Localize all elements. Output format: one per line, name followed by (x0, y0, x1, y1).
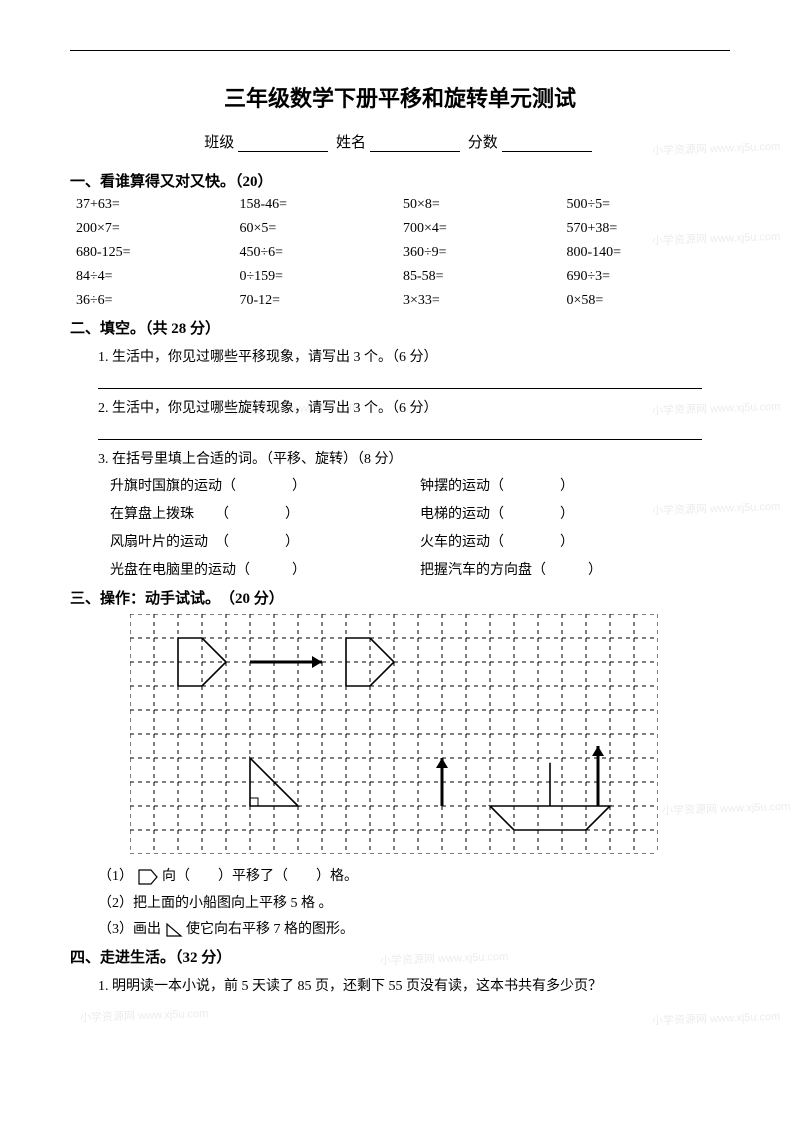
s2-q1-blank[interactable] (98, 374, 702, 389)
section4-heading: 四、走进生活。（32 分） (70, 946, 730, 967)
calc-cell: 84÷4= (76, 269, 240, 285)
calc-cell: 690÷3= (567, 269, 731, 285)
s3-sub1: （1） 向（ ）平移了（ ）格。 (98, 865, 730, 886)
watermark: 小学资源网 www.xj5u.com (80, 1005, 209, 1025)
section2-heading: 二、填空。（共 28 分） (70, 317, 730, 338)
pair-cell: 钟摆的运动（ ） (420, 475, 730, 495)
watermark: 小学资源网 www.xj5u.com (651, 1008, 780, 1028)
score-blank[interactable] (502, 136, 592, 152)
calc-cell: 37+63= (76, 197, 240, 213)
s3-sub3: （3）画出 使它向右平移 7 格的图形。 (98, 918, 730, 938)
calc-grid: 37+63=158-46=50×8=500÷5= 200×7=60×5=700×4… (76, 197, 730, 309)
calc-cell: 158-46= (240, 197, 404, 213)
section1-heading: 一、看谁算得又对又快。（20） (70, 170, 730, 191)
name-label: 姓名 (336, 135, 366, 151)
pair-cell: 光盘在电脑里的运动（ ） (110, 559, 420, 579)
calc-cell: 360÷9= (403, 245, 567, 261)
pair-cell: 风扇叶片的运动 （ ） (110, 531, 420, 551)
s2-q1: 1. 生活中，你见过哪些平移现象，请写出 3 个。（6 分） (98, 346, 730, 370)
class-blank[interactable] (238, 136, 328, 152)
triangle-inline-icon (165, 922, 183, 938)
page-title: 三年级数学下册平移和旋转单元测试 (70, 81, 730, 113)
calc-cell: 36÷6= (76, 293, 240, 309)
s2-q2: 2. 生活中，你见过哪些旋转现象，请写出 3 个。（6 分） (98, 397, 730, 421)
calc-cell: 60×5= (240, 221, 404, 237)
pair-cell: 在算盘上拨珠 （ ） (110, 503, 420, 523)
s3-sub3-b: 使它向右平移 7 格的图形。 (186, 922, 354, 937)
calc-cell: 700×4= (403, 221, 567, 237)
pair-cell: 升旗时国旗的运动（ ） (110, 475, 420, 495)
s3-sub3-a: （3）画出 (98, 922, 161, 937)
calc-cell: 70-12= (240, 293, 404, 309)
pair-cell: 火车的运动（ ） (420, 531, 730, 551)
calc-cell: 450÷6= (240, 245, 404, 261)
grid-svg (130, 614, 658, 854)
calc-cell: 85-58= (403, 269, 567, 285)
grid-figure (130, 614, 730, 859)
page: 三年级数学下册平移和旋转单元测试 班级 姓名 分数 一、看谁算得又对又快。（20… (0, 0, 800, 1043)
s2-q3: 3. 在括号里填上合适的词。（平移、旋转）（8 分） (98, 448, 730, 472)
section3-heading: 三、操作：动手试试。 （20 分） (70, 587, 730, 608)
header-fields: 班级 姓名 分数 (70, 131, 730, 152)
calc-cell: 0÷159= (240, 269, 404, 285)
calc-cell: 800-140= (567, 245, 731, 261)
pair-cell: 把握汽车的方向盘（ ） (420, 559, 730, 579)
pentagon-inline-icon (137, 868, 159, 886)
name-blank[interactable] (370, 136, 460, 152)
s4-q1: 1. 明明读一本小说，前 5 天读了 85 页，还剩下 55 页没有读，这本书共… (98, 975, 730, 999)
s2-q3-grid: 升旗时国旗的运动（ ）钟摆的运动（ ）在算盘上拨珠 （ ）电梯的运动（ ）风扇叶… (110, 475, 730, 579)
calc-cell: 3×33= (403, 293, 567, 309)
score-label: 分数 (468, 135, 498, 151)
s2-q2-blank[interactable] (98, 425, 702, 440)
calc-cell: 500÷5= (567, 197, 731, 213)
s3-sub2: （2）把上面的小船图向上平移 5 格 。 (98, 892, 730, 912)
calc-cell: 50×8= (403, 197, 567, 213)
calc-cell: 680-125= (76, 245, 240, 261)
calc-cell: 200×7= (76, 221, 240, 237)
top-rule (70, 50, 730, 51)
s3-sub1-a: （1） (98, 869, 133, 884)
class-label: 班级 (204, 135, 234, 151)
pair-cell: 电梯的运动（ ） (420, 503, 730, 523)
calc-cell: 570+38= (567, 221, 731, 237)
calc-cell: 0×58= (567, 293, 731, 309)
s3-sub1-b: 向（ ）平移了（ ）格。 (162, 869, 358, 884)
